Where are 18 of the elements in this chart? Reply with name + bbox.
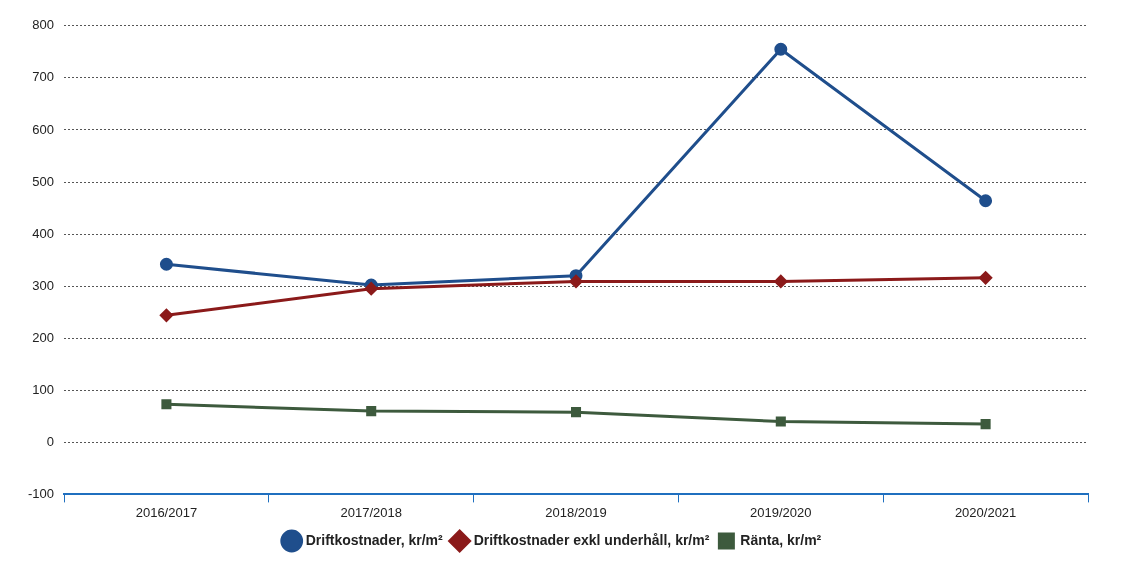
y-tick-label: 600 — [32, 121, 55, 137]
legend-label: Driftkostnader exkl underhåll, kr/m² — [473, 531, 710, 548]
legend-label: Ränta, kr/m² — [740, 531, 822, 548]
x-tick-label: 2016/2017 — [135, 504, 198, 520]
y-tick-label: 0 — [46, 433, 55, 449]
x-tick-label: 2020/2021 — [954, 504, 1017, 520]
legend-label: Driftkostnader, kr/m² — [305, 531, 443, 548]
y-tick-label: 800 — [32, 17, 55, 33]
x-tick-label: 2019/2020 — [750, 504, 812, 520]
y-tick-label: 700 — [32, 69, 55, 85]
y-tick-label: -100 — [27, 485, 55, 501]
x-tick-label: 2017/2018 — [340, 504, 402, 520]
y-tick-label: 500 — [32, 173, 55, 189]
y-tick-label: 100 — [32, 381, 55, 397]
y-tick-label: 400 — [32, 225, 55, 241]
y-tick-label: 200 — [32, 329, 55, 345]
y-tick-label: 300 — [32, 277, 55, 293]
x-tick-label: 2018/2019 — [545, 504, 607, 520]
